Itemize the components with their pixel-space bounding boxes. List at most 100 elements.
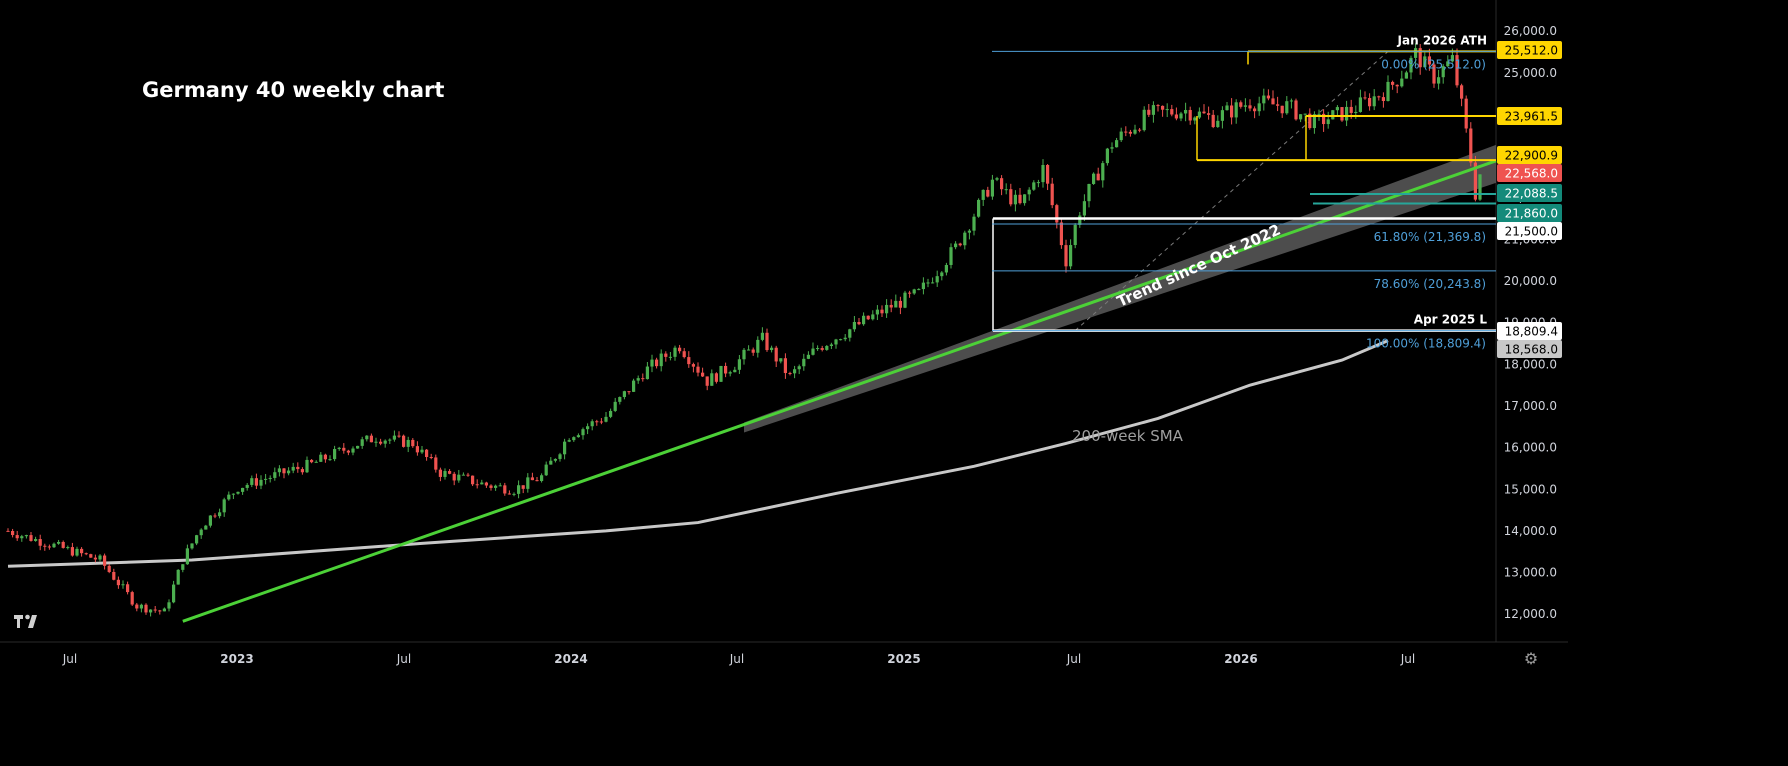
- candle-body: [1059, 222, 1063, 246]
- candle-body: [811, 348, 815, 355]
- candle-body: [374, 441, 378, 443]
- price-chart[interactable]: 0.00% (25,512.0) 61.80% (21,369.8) 78.60% …: [0, 0, 1568, 672]
- candle-body: [760, 332, 764, 340]
- candle-body: [558, 454, 562, 459]
- candle-body: [1023, 194, 1027, 204]
- candle-body: [172, 584, 176, 603]
- candle-body: [1289, 100, 1293, 102]
- candle-body: [296, 466, 300, 470]
- y-tick-label: 16,000.0: [1504, 441, 1557, 455]
- candle-body: [1418, 48, 1422, 68]
- candle-body: [1322, 113, 1326, 125]
- candle-body: [1271, 98, 1275, 105]
- candle-body: [241, 487, 245, 492]
- candle-body: [1092, 173, 1096, 184]
- candle-body: [360, 439, 364, 446]
- candle-body: [144, 604, 148, 613]
- price-label-text: 21,500.0: [1505, 225, 1558, 239]
- candle-body: [880, 309, 884, 314]
- candle-body: [898, 300, 902, 308]
- candle-body: [1386, 81, 1390, 101]
- candle-body: [770, 347, 774, 351]
- candle-body: [38, 539, 42, 546]
- candle-body: [1404, 72, 1408, 79]
- candle-body: [34, 539, 38, 541]
- candle-body: [747, 349, 751, 351]
- candle-body: [222, 499, 226, 513]
- price-label-box: [1497, 164, 1562, 182]
- candle-body: [1036, 182, 1040, 184]
- candle-body: [1446, 61, 1450, 67]
- candle-body: [862, 315, 866, 325]
- candle-body: [779, 358, 783, 362]
- candle-body: [139, 604, 143, 609]
- candle-body: [135, 604, 139, 609]
- candle-body: [190, 543, 194, 549]
- candle-body: [448, 471, 452, 474]
- candle-body: [737, 359, 741, 370]
- candle-body: [967, 230, 971, 233]
- candle-body: [797, 366, 801, 370]
- candle-body: [112, 571, 116, 580]
- candle-body: [549, 460, 553, 465]
- candle-body: [75, 548, 79, 556]
- candle-body: [1285, 101, 1289, 114]
- candle-body: [535, 480, 539, 482]
- candle-body: [310, 459, 314, 463]
- candle-body: [1087, 183, 1091, 202]
- candle-body: [89, 554, 93, 558]
- candle-body: [921, 282, 925, 290]
- x-tick-label: Jul: [1400, 652, 1415, 666]
- y-tick-label: 13,000.0: [1504, 566, 1557, 580]
- candle-body: [93, 557, 97, 560]
- candle-body: [567, 440, 571, 442]
- candle-body: [199, 529, 203, 536]
- candle-body: [650, 359, 654, 367]
- candle-body: [1437, 77, 1441, 84]
- candle-body: [494, 485, 498, 488]
- candle-body: [1340, 107, 1344, 121]
- candle-body: [1188, 109, 1192, 121]
- y-tick-label: 14,000.0: [1504, 524, 1557, 538]
- candle-body: [57, 541, 61, 544]
- candle-body: [116, 579, 120, 586]
- candle-body: [300, 469, 304, 473]
- candle-body: [11, 531, 15, 536]
- candle-body: [829, 344, 833, 347]
- candle-body: [944, 264, 948, 273]
- candle-body: [705, 376, 709, 386]
- candle-body: [52, 543, 56, 548]
- candle-body: [1372, 96, 1376, 107]
- candle-body: [1262, 95, 1266, 104]
- candle-body: [1414, 48, 1418, 58]
- candle-body: [443, 471, 447, 477]
- candle-body: [1046, 164, 1050, 184]
- candle-body: [121, 584, 125, 586]
- candle-body: [1128, 131, 1132, 134]
- settings-gear-icon[interactable]: ⚙: [1523, 649, 1539, 668]
- candle-body: [383, 440, 387, 444]
- candle-body: [1027, 189, 1031, 195]
- candle-body: [346, 450, 350, 453]
- candle-body: [1312, 114, 1316, 129]
- candle-body: [1423, 56, 1427, 68]
- candle-body: [1469, 128, 1473, 163]
- candle-body: [1161, 105, 1165, 110]
- candle-body: [1064, 245, 1068, 267]
- candle-body: [940, 272, 944, 277]
- price-label-box: [1497, 184, 1562, 202]
- candle-body: [1354, 111, 1358, 113]
- candle-body: [1473, 162, 1477, 200]
- candle-body: [365, 435, 369, 440]
- candle-body: [1147, 109, 1151, 115]
- candle-body: [820, 348, 824, 350]
- april-low-label: Apr 2025 L: [1414, 313, 1488, 327]
- candle-body: [756, 339, 760, 353]
- candle-body: [972, 216, 976, 231]
- candle-body: [319, 454, 323, 462]
- candle-body: [480, 482, 484, 485]
- candle-body: [167, 602, 171, 609]
- candle-body: [622, 391, 626, 398]
- candle-body: [1299, 114, 1303, 120]
- candle-body: [1450, 55, 1454, 62]
